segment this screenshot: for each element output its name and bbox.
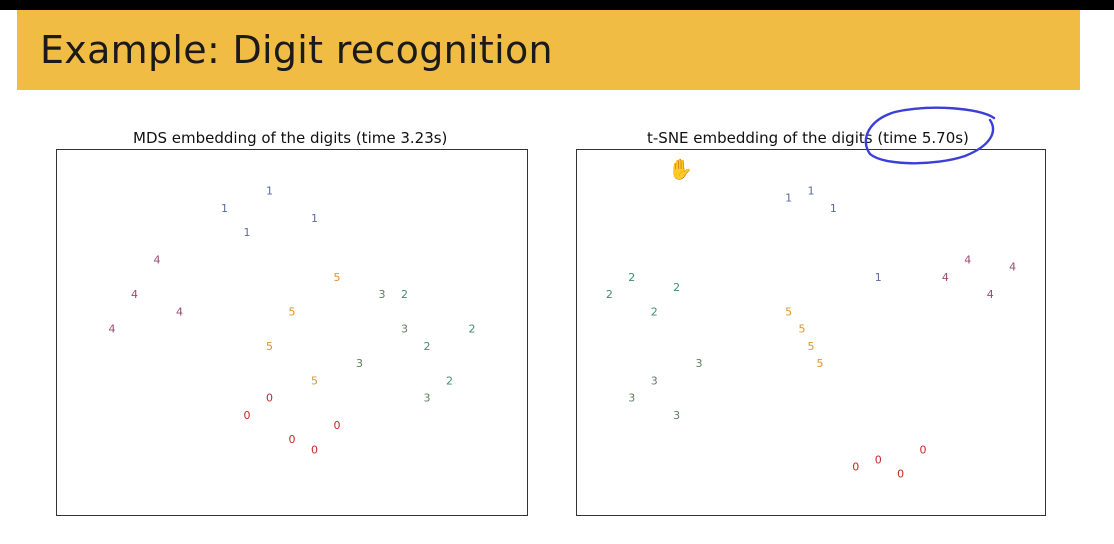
point-digit-3: 3 (424, 392, 431, 405)
point-digit-0: 0 (244, 409, 251, 422)
tsne-plot-title: t-SNE embedding of the digits (time 5.70… (647, 129, 969, 147)
point-digit-0: 0 (875, 454, 882, 467)
point-digit-1: 1 (266, 185, 273, 198)
point-digit-2: 2 (651, 305, 658, 318)
point-digit-2: 2 (606, 288, 613, 301)
point-digit-4: 4 (131, 288, 138, 301)
point-digit-5: 5 (799, 323, 806, 336)
point-digit-3: 3 (651, 374, 658, 387)
point-digit-4: 4 (964, 254, 971, 267)
point-digit-4: 4 (942, 271, 949, 284)
point-digit-2: 2 (401, 288, 408, 301)
point-digit-3: 3 (673, 409, 680, 422)
point-digit-2: 2 (673, 281, 680, 294)
point-digit-5: 5 (808, 340, 815, 353)
point-digit-1: 1 (244, 226, 251, 239)
point-digit-5: 5 (266, 340, 273, 353)
slide-title: Example: Digit recognition (40, 28, 553, 72)
hand-cursor-icon: ✋ (668, 157, 693, 181)
point-digit-5: 5 (289, 305, 296, 318)
mds-plot: 0 0 0 0 0 1 1 1 1 2 2 2 2 3 3 3 3 4 4 4 4 5 5 5 5 (56, 149, 528, 516)
title-band (17, 10, 1080, 90)
mds-scatter-svg: 0 0 0 0 0 1 1 1 1 2 2 2 2 3 3 3 3 4 4 4 4 5 5 5 5 (109, 185, 476, 457)
point-digit-1: 1 (875, 271, 882, 284)
point-digit-1: 1 (785, 191, 792, 204)
point-digit-1: 1 (830, 202, 837, 215)
point-digit-4: 4 (987, 288, 994, 301)
point-digit-2: 2 (446, 374, 453, 387)
point-digit-4: 4 (109, 323, 116, 336)
point-digit-0: 0 (289, 433, 296, 446)
point-digit-4: 4 (154, 254, 161, 267)
point-digit-2: 2 (628, 271, 635, 284)
point-digit-0: 0 (334, 419, 341, 432)
point-digit-1: 1 (221, 202, 228, 215)
point-digit-4: 4 (1009, 260, 1016, 273)
point-digit-3: 3 (628, 392, 635, 405)
point-digit-5: 5 (311, 374, 318, 387)
point-digit-5: 5 (334, 271, 341, 284)
point-digit-2: 2 (469, 323, 476, 336)
point-digit-3: 3 (696, 357, 703, 370)
mds-plot-title: MDS embedding of the digits (time 3.23s) (133, 129, 448, 147)
point-digit-0: 0 (852, 461, 859, 474)
point-digit-0: 0 (266, 392, 273, 405)
point-digit-0: 0 (897, 467, 904, 480)
point-digit-5: 5 (785, 305, 792, 318)
point-digit-0: 0 (311, 443, 318, 456)
point-digit-4: 4 (176, 305, 183, 318)
point-digit-3: 3 (379, 288, 386, 301)
point-digit-3: 3 (401, 323, 408, 336)
point-digit-5: 5 (816, 357, 823, 370)
point-digit-3: 3 (356, 357, 363, 370)
point-digit-1: 1 (311, 212, 318, 225)
point-digit-1: 1 (808, 185, 815, 198)
top-dark-strip (0, 0, 1114, 10)
point-digit-0: 0 (920, 443, 927, 456)
point-digit-2: 2 (424, 340, 431, 353)
